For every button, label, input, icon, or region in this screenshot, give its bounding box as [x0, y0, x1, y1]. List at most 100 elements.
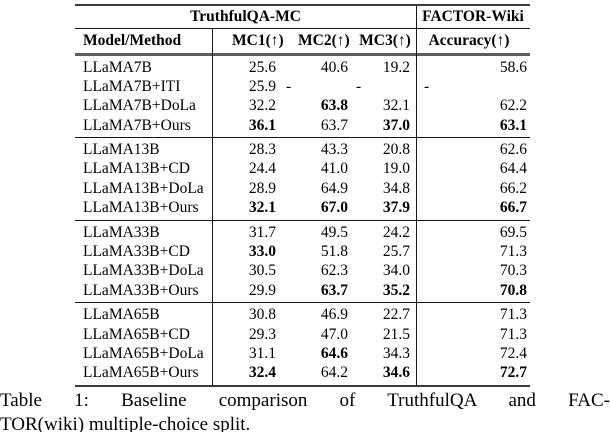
mc1-cell: 31.1	[248, 344, 276, 362]
model-cell: LLaMA33B+Ours	[83, 281, 199, 299]
accuracy-cell: -	[424, 77, 430, 95]
mc2-cell: 64.2	[320, 364, 348, 382]
table-row: LLaMA33B+DoLa 30.5 62.3 34.0 70.3	[75, 261, 530, 280]
mc2-cell: 63.7	[320, 281, 348, 299]
mc3-cell: 19.2	[382, 58, 410, 76]
mc3-cell: 20.8	[382, 141, 410, 159]
model-cell: LLaMA33B	[83, 223, 160, 241]
model-cell: LLaMA65B	[83, 306, 160, 324]
mc2-cell: 64.9	[320, 179, 348, 197]
model-cell: LLaMA33B+DoLa	[83, 262, 204, 280]
table-row: LLaMA7B+ITI 25.9 - - -	[75, 77, 530, 96]
model-cell: LLaMA13B+Ours	[83, 199, 199, 217]
table-row: LLaMA7B 25.6 40.6 19.2 58.6	[75, 58, 530, 77]
mc2-cell: 47.0	[320, 325, 348, 343]
column-divider-mc-accuracy	[416, 6, 417, 385]
accuracy-cell: 62.2	[499, 97, 527, 115]
mc1-cell: 25.9	[248, 77, 276, 95]
mc1-cell: 30.8	[248, 306, 276, 324]
accuracy-cell: 66.7	[499, 199, 527, 217]
table-row: LLaMA65B 30.8 46.9 22.7 71.3	[75, 305, 530, 324]
mc1-cell: 28.9	[248, 179, 276, 197]
mc3-cell: -	[356, 77, 362, 95]
mc3-cell: 34.3	[382, 344, 410, 362]
model-cell: LLaMA13B+DoLa	[83, 179, 204, 197]
column-divider-model-mc	[212, 28, 213, 385]
group-header-factor-wiki: FACTOR-Wiki	[422, 8, 524, 25]
model-cell: LLaMA65B+DoLa	[83, 344, 204, 362]
table-row: LLaMA13B+Ours 32.1 67.0 37.9 66.7	[75, 198, 530, 217]
accuracy-cell: 63.1	[499, 116, 527, 134]
mc1-cell: 33.0	[248, 243, 276, 261]
mc3-cell: 21.5	[382, 325, 410, 343]
table-block-llama13b: LLaMA13B 28.3 43.3 20.8 62.6 LLaMA13B+CD…	[75, 138, 530, 221]
accuracy-cell: 71.3	[499, 306, 527, 324]
mc3-cell: 25.7	[382, 243, 410, 261]
mc2-cell: 51.8	[320, 243, 348, 261]
mc1-cell: 31.7	[248, 223, 276, 241]
results-table: TruthfulQA-MC FACTOR-Wiki Model/Method M…	[75, 4, 530, 387]
accuracy-cell: 70.3	[499, 262, 527, 280]
mc3-cell: 37.9	[382, 199, 410, 217]
table-caption: Table 1: Baseline comparison of Truthful…	[0, 389, 610, 432]
accuracy-cell: 58.6	[499, 58, 527, 76]
mc1-cell: 32.1	[248, 199, 276, 217]
mc2-cell: 63.7	[320, 116, 348, 134]
accuracy-cell: 62.6	[499, 141, 527, 159]
table-row: LLaMA33B+Ours 29.9 63.7 35.2 70.8	[75, 281, 530, 300]
mc1-cell: 29.9	[248, 281, 276, 299]
accuracy-cell: 69.5	[499, 223, 527, 241]
model-cell: LLaMA7B+Ours	[83, 116, 191, 134]
table-row: LLaMA65B+Ours 32.4 64.2 34.6 72.7	[75, 363, 530, 382]
table-row: LLaMA65B+CD 29.3 47.0 21.5 71.3	[75, 325, 530, 344]
column-header-mc1: MC1(↑)	[232, 32, 284, 49]
mc3-cell: 37.0	[382, 116, 410, 134]
mc3-cell: 24.2	[382, 223, 410, 241]
mc3-cell: 22.7	[382, 306, 410, 324]
caption-line-1: Table 1: Baseline comparison of Truthful…	[0, 390, 610, 411]
model-cell: LLaMA65B+Ours	[83, 364, 199, 382]
mc1-cell: 24.4	[248, 160, 276, 178]
column-header-accuracy: Accuracy(↑)	[428, 32, 510, 49]
model-cell: LLaMA13B+CD	[83, 160, 190, 178]
table-group-header-row: TruthfulQA-MC FACTOR-Wiki	[75, 6, 530, 29]
mc1-cell: 29.3	[248, 325, 276, 343]
mc3-cell: 34.0	[382, 262, 410, 280]
mc2-cell: 67.0	[320, 199, 348, 217]
accuracy-cell: 71.3	[499, 325, 527, 343]
table-block-llama33b: LLaMA33B 31.7 49.5 24.2 69.5 LLaMA33B+CD…	[75, 221, 530, 304]
mc1-cell: 36.1	[248, 116, 276, 134]
table-row: LLaMA33B 31.7 49.5 24.2 69.5	[75, 223, 530, 242]
mc2-cell: 64.6	[320, 344, 348, 362]
model-cell: LLaMA65B+CD	[83, 325, 190, 343]
mc3-cell: 19.0	[382, 160, 410, 178]
mc2-cell: 43.3	[320, 141, 348, 159]
table-row: LLaMA7B+Ours 36.1 63.7 37.0 63.1	[75, 116, 530, 135]
header-bottom-rule	[75, 53, 530, 56]
table-row: LLaMA65B+DoLa 31.1 64.6 34.3 72.4	[75, 344, 530, 363]
table-block-llama7b: LLaMA7B 25.6 40.6 19.2 58.6 LLaMA7B+ITI …	[75, 56, 530, 139]
table-row: LLaMA13B+CD 24.4 41.0 19.0 64.4	[75, 159, 530, 178]
mc2-cell: 49.5	[320, 223, 348, 241]
accuracy-cell: 70.8	[499, 281, 527, 299]
model-cell: LLaMA13B	[83, 141, 160, 159]
table-column-header-row: Model/Method MC1(↑) MC2(↑) MC3(↑) Accura…	[75, 29, 530, 53]
model-cell: LLaMA33B+CD	[83, 243, 190, 261]
accuracy-cell: 66.2	[499, 179, 527, 197]
model-cell: LLaMA7B	[83, 58, 152, 76]
accuracy-cell: 71.3	[499, 243, 527, 261]
mc3-cell: 35.2	[382, 281, 410, 299]
column-header-mc3: MC3(↑)	[359, 32, 411, 49]
model-cell: LLaMA7B+ITI	[83, 77, 181, 95]
group-header-truthfulqa: TruthfulQA-MC	[190, 8, 301, 25]
mc3-cell: 34.6	[382, 364, 410, 382]
table-row: LLaMA7B+DoLa 32.2 63.8 32.1 62.2	[75, 96, 530, 115]
caption-line-2: TOR(wiki) multiple-choice split.	[0, 413, 251, 432]
accuracy-cell: 72.7	[499, 364, 527, 382]
table-row: LLaMA33B+CD 33.0 51.8 25.7 71.3	[75, 242, 530, 261]
mc1-cell: 25.6	[248, 58, 276, 76]
mc1-cell: 32.2	[248, 97, 276, 115]
mc3-cell: 32.1	[382, 97, 410, 115]
mc3-cell: 34.8	[382, 179, 410, 197]
